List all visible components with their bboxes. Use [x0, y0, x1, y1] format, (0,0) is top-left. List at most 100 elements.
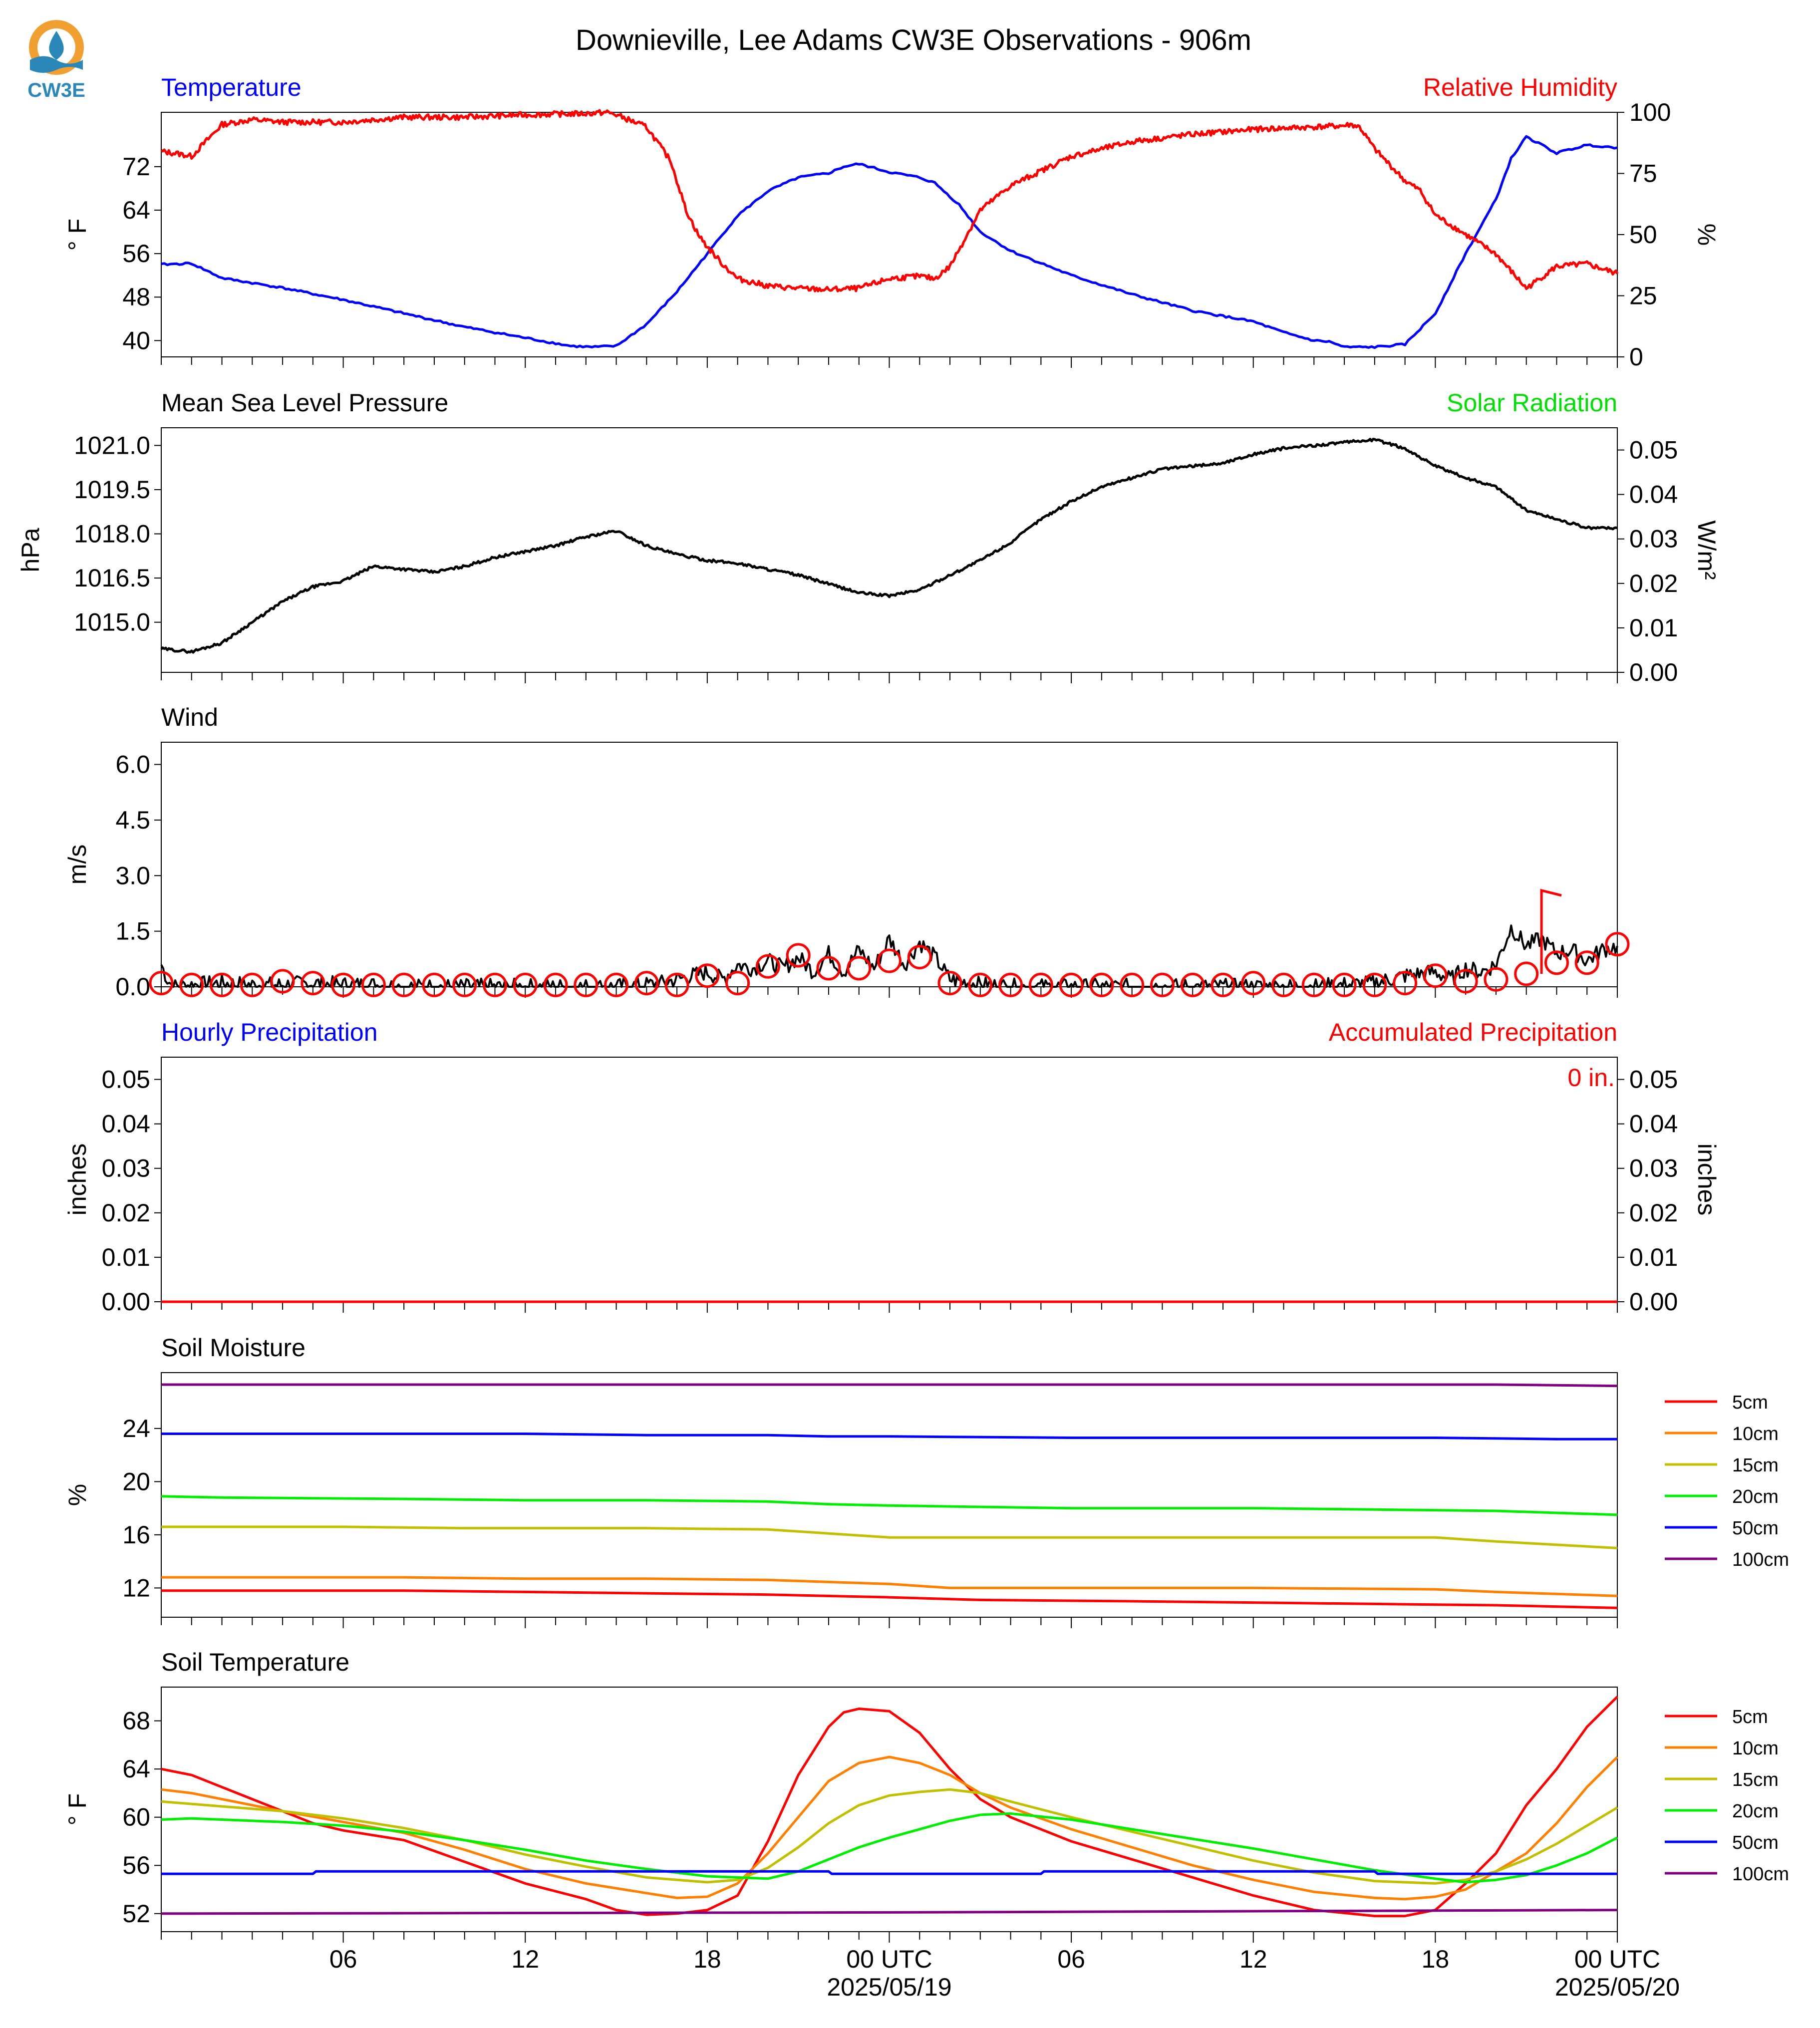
series-line-5cm — [161, 1696, 1618, 1918]
legend-label: 20cm — [1732, 1486, 1779, 1507]
series-line-relative-humidity — [160, 109, 1619, 292]
wind-gust-marker — [240, 972, 265, 997]
y2-tick-label: 0.02 — [1629, 570, 1678, 597]
wind-gust-marker — [482, 972, 507, 997]
wind-gust-marker — [1393, 971, 1418, 996]
y-tick-label: 16 — [122, 1521, 150, 1549]
panel-right-title: Accumulated Precipitation — [1329, 1018, 1617, 1046]
x-tick-label: 18 — [693, 1945, 721, 1973]
y-tick-label: 72 — [122, 153, 150, 181]
wind-gust-marker — [391, 972, 416, 997]
y2-tick-label: 0.00 — [1629, 1288, 1678, 1316]
wind-gust-marker — [816, 956, 841, 981]
panels-group: Temperature Relative Humidity 40 48 56 64 72 ° … — [16, 73, 1789, 2001]
y-tick-label: 60 — [122, 1803, 150, 1831]
wind-gust-marker — [1423, 963, 1448, 988]
wind-gust-marker — [543, 972, 568, 997]
legend-label: 50cm — [1732, 1832, 1779, 1853]
y-tick-label: 1021.0 — [74, 431, 150, 459]
wind-gust-marker — [361, 972, 386, 997]
wind-gust-marker — [149, 971, 174, 996]
y-tick-label: 6.0 — [115, 751, 150, 779]
wind-gust-marker — [1301, 972, 1326, 997]
legend-label: 10cm — [1732, 1738, 1779, 1759]
y-tick-label: 48 — [122, 283, 150, 311]
series-line-50cm — [161, 1870, 1617, 1875]
legend-label: 5cm — [1732, 1707, 1768, 1728]
wind-gust-marker — [1271, 972, 1296, 997]
y2-tick-label: 0.04 — [1629, 1110, 1678, 1138]
panel-left-title: Soil Temperature — [161, 1648, 349, 1676]
wind-gust-marker — [1120, 972, 1145, 997]
y-tick-label: 3.0 — [115, 862, 150, 889]
x-date-label: 2025/05/20 — [1555, 1973, 1680, 2001]
legend-label: 100cm — [1732, 1549, 1789, 1570]
y2-axis-label: W/m² — [1693, 520, 1721, 579]
y-axis-label: ° F — [63, 219, 91, 251]
cw3e-logo-icon — [29, 20, 84, 75]
y-axis-label: hPa — [16, 528, 44, 572]
y-tick-label: 1016.5 — [74, 564, 150, 592]
legend: 5cm 10cm 15cm 20cm 50cm 100cm — [1665, 1707, 1789, 1885]
x-tick-label: 06 — [1057, 1945, 1085, 1973]
chart-title: Downieville, Lee Adams CW3E Observations… — [576, 24, 1251, 56]
series-line-20cm — [161, 1495, 1618, 1516]
wind-gust-marker — [968, 972, 993, 997]
wind-gust-marker — [1362, 972, 1387, 997]
y-tick-label: 52 — [122, 1900, 150, 1928]
wind-gust-marker — [1453, 969, 1478, 994]
y-tick-label: 1.5 — [115, 917, 150, 945]
wind-gust-marker — [452, 972, 477, 997]
wind-gust-marker — [513, 972, 538, 997]
series-line-10cm — [161, 1576, 1618, 1597]
y2-tick-label: 0.01 — [1629, 614, 1678, 642]
y2-tick-label: 75 — [1629, 160, 1657, 188]
y-tick-label: 40 — [122, 326, 150, 354]
wind-gust-marker — [1574, 950, 1599, 975]
y2-tick-label: 0.04 — [1629, 481, 1678, 509]
y2-tick-label: 0.03 — [1629, 525, 1678, 553]
y-tick-label: 12 — [122, 1574, 150, 1602]
x-tick-label: 12 — [511, 1945, 539, 1973]
y-tick-label: 0.00 — [102, 1288, 150, 1316]
wind-gust-marker — [998, 972, 1023, 997]
wind-gust-marker — [786, 943, 811, 968]
x-tick-label: 00 UTC — [846, 1945, 932, 1973]
legend-label: 50cm — [1732, 1518, 1779, 1539]
y-tick-label: 56 — [122, 240, 150, 268]
y2-tick-label: 50 — [1629, 221, 1657, 249]
panel-soil_temp: Soil Temperature 52 56 60 64 68 ° F 06 12 18 00 UT… — [63, 1648, 1789, 2001]
wind-gust-marker — [179, 972, 204, 997]
wind-gust-marker — [331, 972, 356, 997]
panel-pressure: Mean Sea Level Pressure Solar Radiation 10… — [16, 389, 1721, 686]
panel-left-title: Wind — [161, 703, 218, 731]
panel-left-title: Hourly Precipitation — [161, 1018, 378, 1046]
y-tick-label: 0.05 — [102, 1066, 150, 1094]
y2-tick-label: 25 — [1629, 282, 1657, 310]
wind-gust-marker — [604, 972, 629, 997]
panel-precip: Hourly Precipitation Accumulated Precipit… — [63, 1018, 1721, 1316]
y2-tick-label: 0.02 — [1629, 1199, 1678, 1227]
y2-tick-label: 0 — [1629, 343, 1643, 371]
y-tick-label: 0.01 — [102, 1243, 150, 1271]
wind-gust-marker — [725, 971, 750, 996]
x-tick-label: 18 — [1422, 1945, 1450, 1973]
y2-tick-label: 0.01 — [1629, 1243, 1678, 1271]
x-tick-label: 06 — [329, 1945, 357, 1973]
y-tick-label: 0.04 — [102, 1110, 150, 1138]
y2-tick-label: 0.05 — [1629, 1066, 1678, 1094]
y-tick-label: 0.0 — [115, 973, 150, 1001]
legend-label: 100cm — [1732, 1864, 1789, 1885]
y2-tick-label: 0.03 — [1629, 1155, 1678, 1182]
legend-label: 20cm — [1732, 1801, 1779, 1822]
wind-gust-marker — [877, 948, 902, 973]
panel-left-title: Mean Sea Level Pressure — [161, 389, 448, 417]
panel-soil_moisture: Soil Moisture 12 16 20 24% 5cm 10cm 15cm 20cm 50c… — [63, 1334, 1789, 1628]
y-tick-label: 1019.5 — [74, 476, 150, 504]
series-line-100cm — [161, 1383, 1618, 1388]
wind-barb — [1540, 888, 1562, 974]
panel-left-title: Soil Moisture — [161, 1334, 305, 1362]
x-tick-label: 00 UTC — [1574, 1945, 1660, 1973]
